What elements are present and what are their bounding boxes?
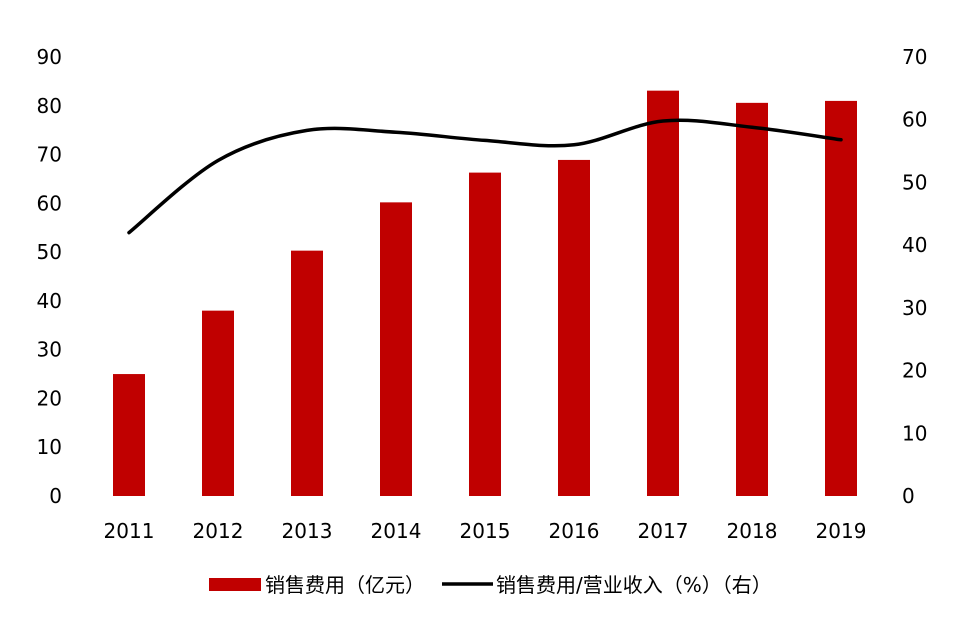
right-tick-label: 20 [902, 359, 927, 383]
bar-2014 [380, 202, 412, 496]
bar-2018 [736, 102, 768, 497]
x-tick-label: 2016 [549, 519, 600, 543]
left-tick-label: 60 [37, 191, 62, 215]
x-tick-label: 2017 [638, 519, 689, 543]
bar-2011 [113, 374, 145, 496]
right-tick-label: 10 [902, 421, 927, 445]
left-tick-label: 80 [37, 94, 62, 118]
left-tick-label: 30 [37, 338, 62, 362]
bar-2013 [291, 250, 323, 496]
left-tick-label: 90 [37, 45, 62, 69]
right-tick-label: 50 [902, 170, 927, 194]
x-tick-label: 2015 [460, 519, 511, 543]
bar-2019 [825, 100, 857, 497]
x-tick-label: 2019 [816, 519, 867, 543]
left-tick-label: 70 [37, 143, 62, 167]
x-axis-ticks: 2011 2012 2013 2014 2015 2016 2017 2018 2019 [104, 519, 867, 543]
legend-bar-label: 销售费用（亿元） [265, 573, 425, 597]
x-tick-label: 2014 [371, 519, 422, 543]
left-tick-label: 20 [37, 386, 62, 410]
right-tick-label: 0 [902, 484, 915, 508]
x-tick-label: 2012 [193, 519, 244, 543]
x-tick-label: 2011 [104, 519, 155, 543]
left-tick-label: 10 [37, 435, 62, 459]
left-tick-label: 40 [37, 289, 62, 313]
ratio-line [127, 118, 843, 235]
bar-2016 [558, 159, 590, 496]
left-tick-label: 0 [49, 484, 62, 508]
bar-2017 [647, 90, 679, 496]
bar-2012 [202, 310, 234, 496]
right-tick-label: 70 [902, 45, 927, 69]
left-axis-ticks: 0 10 20 30 40 50 60 70 80 90 [37, 45, 62, 508]
right-tick-label: 60 [902, 108, 927, 132]
bar-series [113, 90, 857, 497]
legend-bar-swatch [209, 578, 261, 591]
right-tick-label: 40 [902, 233, 927, 257]
right-tick-label: 30 [902, 296, 927, 320]
right-axis-ticks: 0 10 20 30 40 50 60 70 [902, 45, 927, 508]
bar-2015 [469, 172, 501, 496]
x-tick-label: 2013 [282, 519, 333, 543]
x-tick-label: 2018 [727, 519, 778, 543]
legend: 销售费用（亿元） 销售费用/营业收入（%）（右） [209, 573, 772, 597]
left-tick-label: 50 [37, 240, 62, 264]
legend-line-label: 销售费用/营业收入（%）（右） [496, 573, 772, 597]
